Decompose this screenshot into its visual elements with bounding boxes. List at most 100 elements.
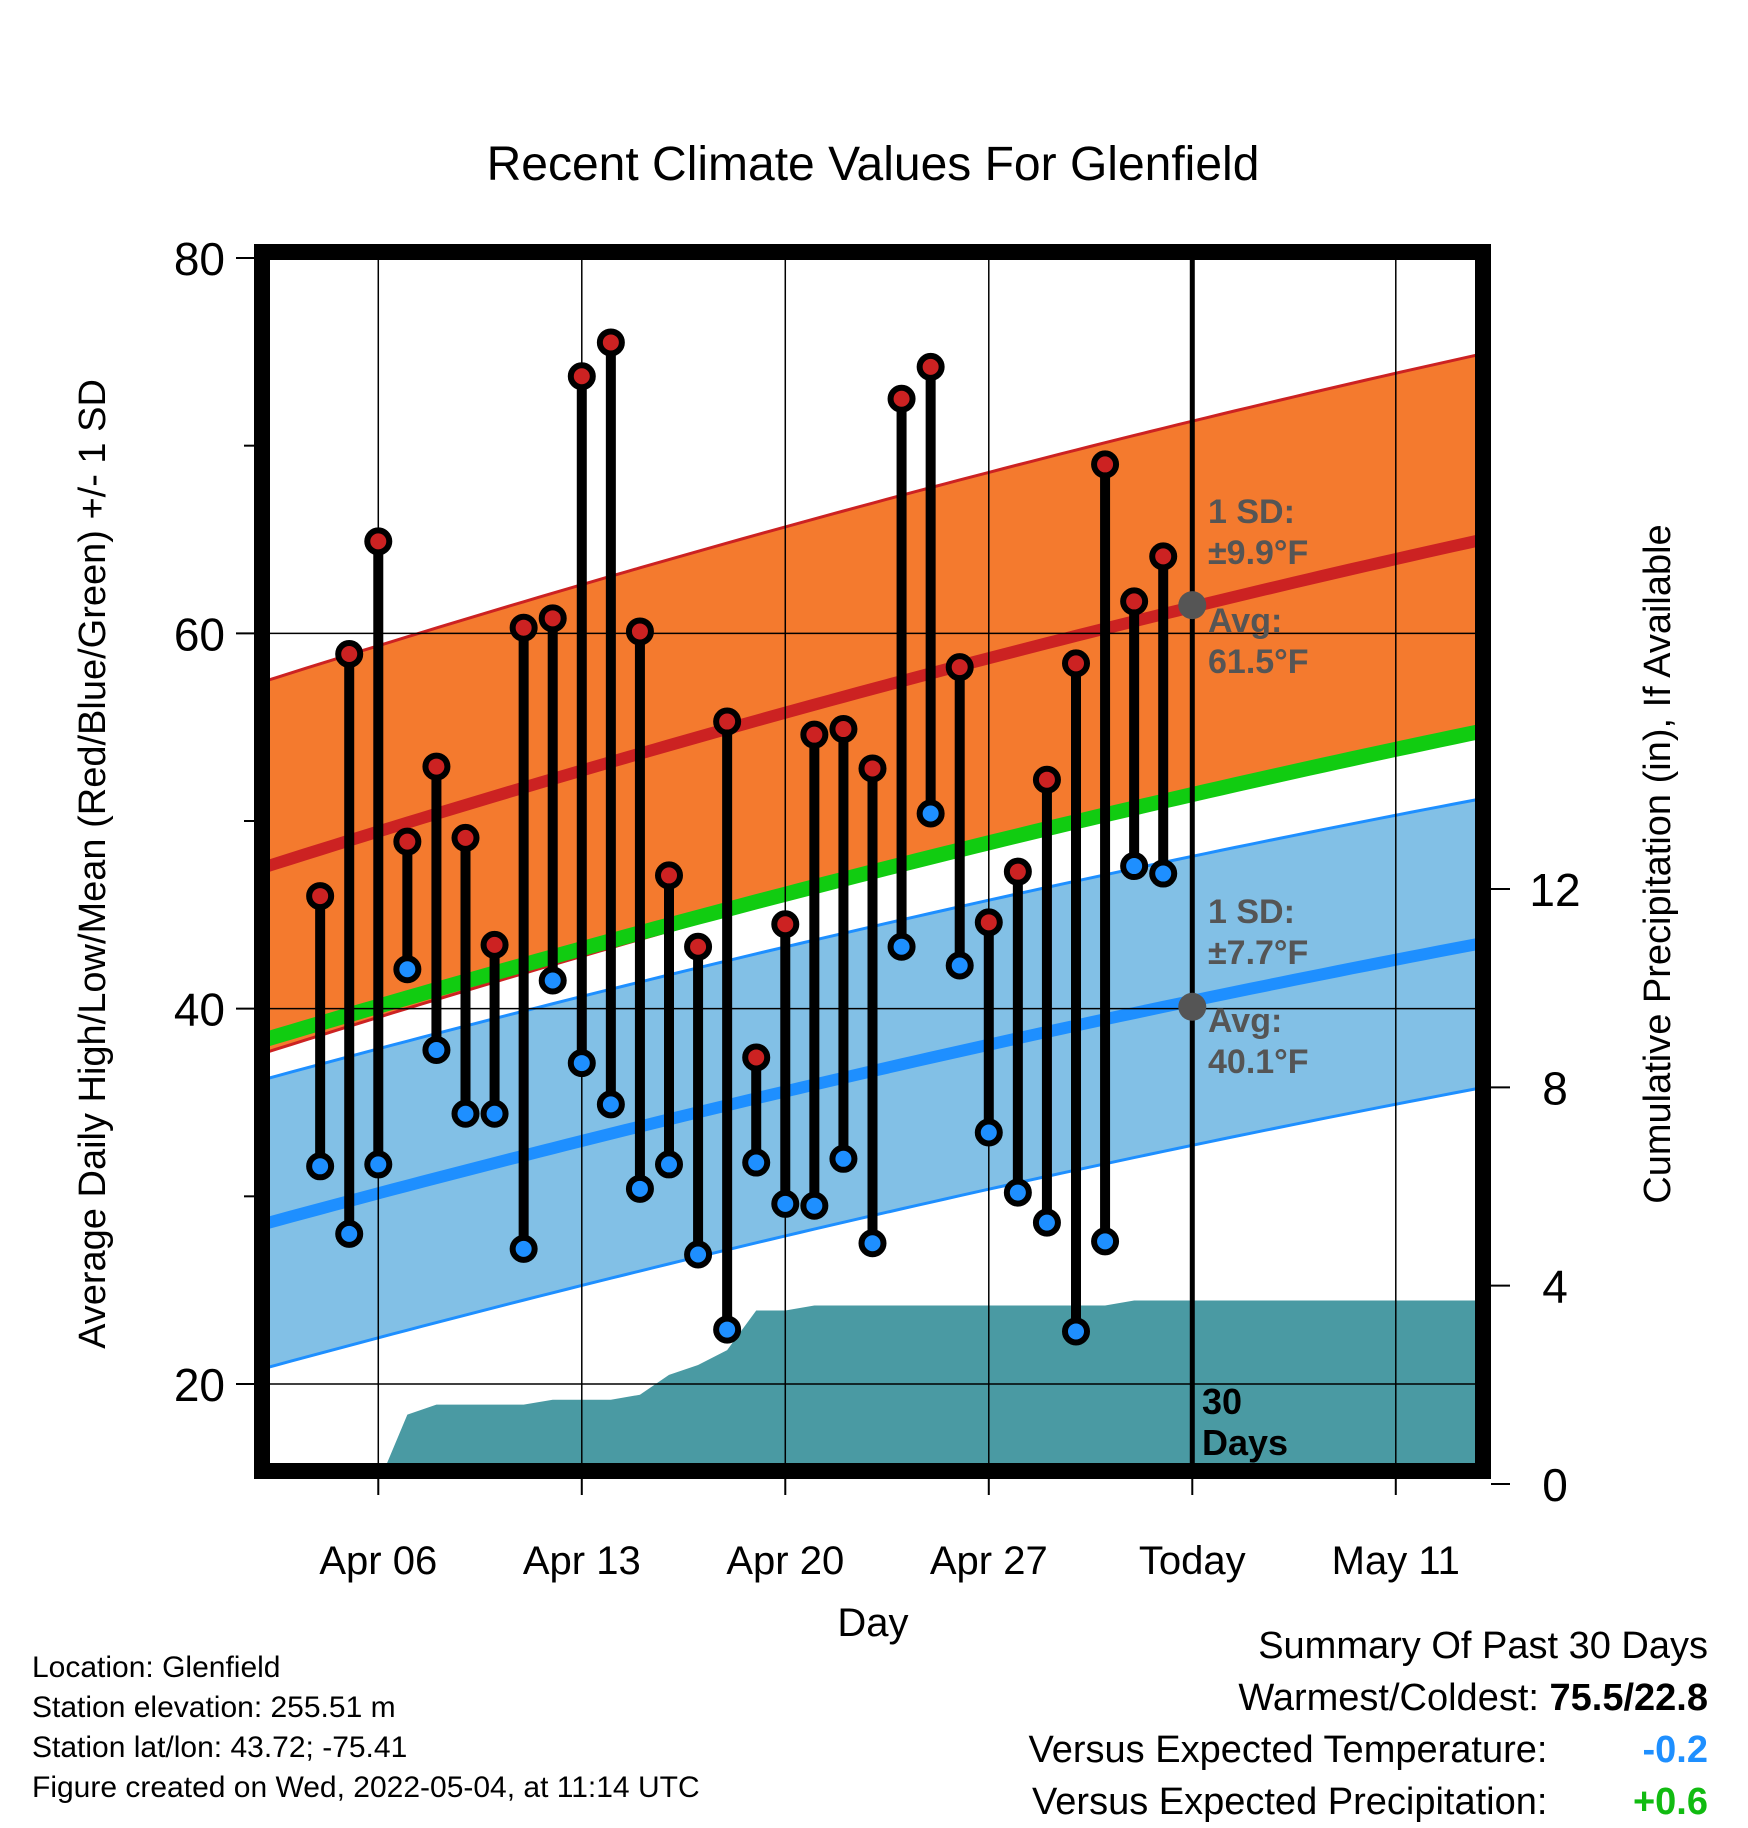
today-low-avg-marker xyxy=(1178,992,1207,1021)
daily-low-point xyxy=(974,1118,1003,1147)
y-tick-label: 60 xyxy=(174,608,225,660)
daily-low-point xyxy=(306,1152,335,1181)
daily-high-point xyxy=(916,352,945,381)
daily-low-point xyxy=(393,955,422,984)
summary-warmest-label: Warmest/Coldest: xyxy=(1238,1677,1539,1719)
daily-low-point xyxy=(480,1099,509,1128)
high-sd-label: 1 SD: xyxy=(1208,493,1295,531)
daily-high-point xyxy=(480,930,509,959)
y2-tick-label: 4 xyxy=(1542,1261,1568,1313)
today-days-label: Days xyxy=(1202,1422,1288,1463)
low-avg-label: Avg: xyxy=(1208,1002,1282,1040)
daily-low-point xyxy=(625,1174,654,1203)
daily-high-point xyxy=(393,827,422,856)
location-text: Location: Glenfield xyxy=(32,1651,281,1684)
y2-tick-label: 8 xyxy=(1542,1062,1568,1114)
daily-low-point xyxy=(538,966,567,995)
daily-high-point xyxy=(364,527,393,556)
y-tick-label: 20 xyxy=(174,1359,225,1411)
daily-high-point xyxy=(945,653,974,682)
normal-high-band-upper-edge xyxy=(262,352,1483,684)
y-tick-label: 80 xyxy=(174,233,225,285)
today-high-avg-marker xyxy=(1178,591,1207,620)
daily-high-point xyxy=(1032,765,1061,794)
daily-low-point xyxy=(451,1099,480,1128)
daily-high-point xyxy=(625,617,654,646)
normal-high-band xyxy=(262,353,1483,1054)
daily-low-point xyxy=(335,1219,364,1248)
x-tick-label: May 11 xyxy=(1332,1539,1460,1583)
daily-high-point xyxy=(887,384,916,413)
daily-high-point xyxy=(742,1043,771,1072)
daily-high-point xyxy=(974,908,1003,937)
summary-panel: Summary Of Past 30 Days Warmest/Coldest:… xyxy=(1029,1620,1708,1828)
created-text: Figure created on Wed, 2022-05-04, at 11… xyxy=(32,1771,700,1804)
y2-axis-label: Cumulative Precipitation (in), If Availa… xyxy=(1637,524,1679,1203)
daily-low-point xyxy=(858,1229,887,1258)
low-avg-value: 40.1°F xyxy=(1208,1043,1309,1081)
daily-low-point xyxy=(364,1150,393,1179)
summary-precip-value: +0.6 xyxy=(1632,1781,1708,1823)
daily-low-point xyxy=(596,1090,625,1119)
elevation-text: Station elevation: 255.51 m xyxy=(32,1691,396,1724)
y2-tick-label: 12 xyxy=(1529,864,1580,916)
daily-low-point xyxy=(1149,859,1178,888)
summary-temp-value: -0.2 xyxy=(1642,1729,1708,1771)
x-tick-label: Today xyxy=(1139,1539,1246,1583)
summary-precip-label: Versus Expected Precipitation: xyxy=(1032,1781,1548,1823)
summary-title: Summary Of Past 30 Days xyxy=(1258,1625,1708,1667)
daily-low-point xyxy=(742,1148,771,1177)
daily-high-point xyxy=(509,613,538,642)
daily-low-point xyxy=(916,799,945,828)
footer-info: Location: Glenfield Station elevation: 2… xyxy=(32,1648,700,1808)
x-tick-label: Apr 06 xyxy=(319,1539,437,1583)
daily-high-point xyxy=(655,861,683,890)
cumulative-precip-area xyxy=(383,1300,1483,1471)
today-days-number: 30 xyxy=(1202,1381,1242,1422)
daily-low-point xyxy=(684,1240,713,1269)
summary-temp-row: Versus Expected Temperature: -0.2 xyxy=(1029,1724,1708,1776)
daily-high-point xyxy=(567,362,596,391)
summary-temp-label: Versus Expected Temperature: xyxy=(1028,1729,1548,1771)
summary-precip-row: Versus Expected Precipitation: +0.6 xyxy=(1029,1776,1708,1828)
summary-warmest-row: Warmest/Coldest: 75.5/22.8 xyxy=(1029,1672,1708,1724)
x-tick-label: Apr 13 xyxy=(523,1539,641,1583)
daily-high-point xyxy=(306,882,335,911)
daily-low-point xyxy=(1032,1208,1061,1237)
daily-low-point xyxy=(887,932,916,961)
normal-high-line xyxy=(262,533,1483,874)
low-sd-value: ±7.7°F xyxy=(1208,934,1308,972)
daily-low-point xyxy=(771,1189,800,1218)
daily-high-point xyxy=(684,932,713,961)
y2-tick-label: 0 xyxy=(1542,1459,1568,1511)
daily-high-point xyxy=(771,910,800,939)
low-sd-label: 1 SD: xyxy=(1208,893,1295,931)
daily-high-point xyxy=(1091,450,1120,479)
x-tick-label: Apr 20 xyxy=(726,1539,844,1583)
daily-low-point xyxy=(713,1315,742,1344)
daily-high-point xyxy=(829,715,858,744)
y-tick-label: 40 xyxy=(174,984,225,1036)
daily-high-point xyxy=(713,707,742,736)
chart-title: Recent Climate Values For Glenfield xyxy=(487,138,1260,191)
daily-low-point xyxy=(1003,1178,1032,1207)
daily-low-point xyxy=(1062,1317,1090,1346)
plot-frame xyxy=(254,244,1491,1479)
daily-high-point xyxy=(1003,857,1032,886)
x-axis-label: Day xyxy=(837,1601,908,1645)
daily-low-point xyxy=(829,1144,858,1173)
daily-low-point xyxy=(945,951,974,980)
daily-high-point xyxy=(422,752,451,781)
daily-high-point xyxy=(1120,587,1149,616)
daily-high-point xyxy=(538,604,567,633)
high-avg-value: 61.5°F xyxy=(1208,643,1309,681)
daily-low-point xyxy=(800,1191,829,1220)
daily-low-point xyxy=(567,1049,596,1078)
y-axis-label: Average Daily High/Low/Mean (Red/Blue/Gr… xyxy=(72,379,114,1349)
daily-high-point xyxy=(1062,649,1090,678)
daily-high-point xyxy=(800,720,829,749)
latlon-text: Station lat/lon: 43.72; -75.41 xyxy=(32,1731,408,1764)
